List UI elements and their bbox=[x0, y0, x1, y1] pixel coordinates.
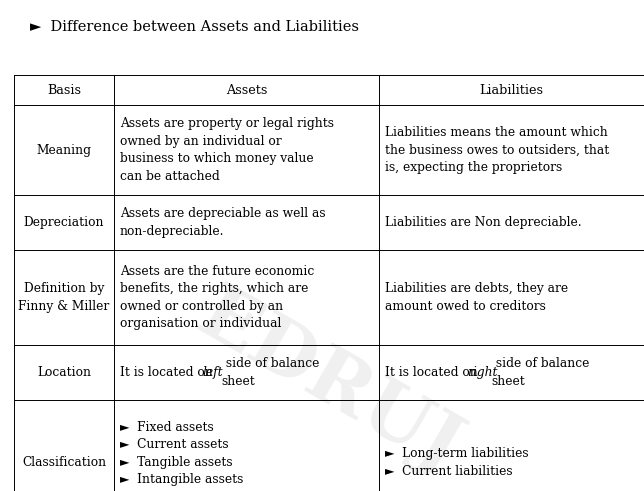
Text: ►  Difference between Assets and Liabilities: ► Difference between Assets and Liabilit… bbox=[30, 20, 359, 34]
Text: Liabilities means the amount which
the business owes to outsiders, that
is, expe: Liabilities means the amount which the b… bbox=[385, 126, 609, 174]
Text: Assets are the future economic
benefits, the rights, which are
owned or controll: Assets are the future economic benefits,… bbox=[120, 265, 314, 330]
Text: Assets are property or legal rights
owned by an individual or
business to which : Assets are property or legal rights owne… bbox=[120, 117, 334, 183]
Text: Assets are depreciable as well as
non-depreciable.: Assets are depreciable as well as non-de… bbox=[120, 207, 326, 238]
Text: Basis: Basis bbox=[47, 83, 81, 97]
Text: side of balance
sheet: side of balance sheet bbox=[492, 357, 589, 388]
Text: Classification: Classification bbox=[22, 456, 106, 469]
Text: Definition by
Finny & Miller: Definition by Finny & Miller bbox=[19, 282, 109, 313]
Text: Liabilities are Non depreciable.: Liabilities are Non depreciable. bbox=[385, 216, 582, 229]
Text: Assets: Assets bbox=[226, 83, 267, 97]
Text: side of balance
sheet: side of balance sheet bbox=[222, 357, 319, 388]
Text: EDRUJ: EDRUJ bbox=[185, 278, 473, 487]
Text: Meaning: Meaning bbox=[37, 143, 91, 157]
Text: Liabilities are debts, they are
amount owed to creditors: Liabilities are debts, they are amount o… bbox=[385, 282, 568, 313]
Text: It is located on: It is located on bbox=[120, 366, 216, 379]
Text: ►  Long-term liabilities
►  Current liabilities: ► Long-term liabilities ► Current liabil… bbox=[385, 447, 529, 478]
Text: It is located on: It is located on bbox=[385, 366, 482, 379]
Text: Location: Location bbox=[37, 366, 91, 379]
Text: right: right bbox=[468, 366, 498, 379]
Text: left: left bbox=[202, 366, 223, 379]
Text: Depreciation: Depreciation bbox=[24, 216, 104, 229]
Text: ►  Fixed assets
►  Current assets
►  Tangible assets
►  Intangible assets
►  Was: ► Fixed assets ► Current assets ► Tangib… bbox=[120, 421, 243, 491]
Text: Liabilities: Liabilities bbox=[480, 83, 544, 97]
